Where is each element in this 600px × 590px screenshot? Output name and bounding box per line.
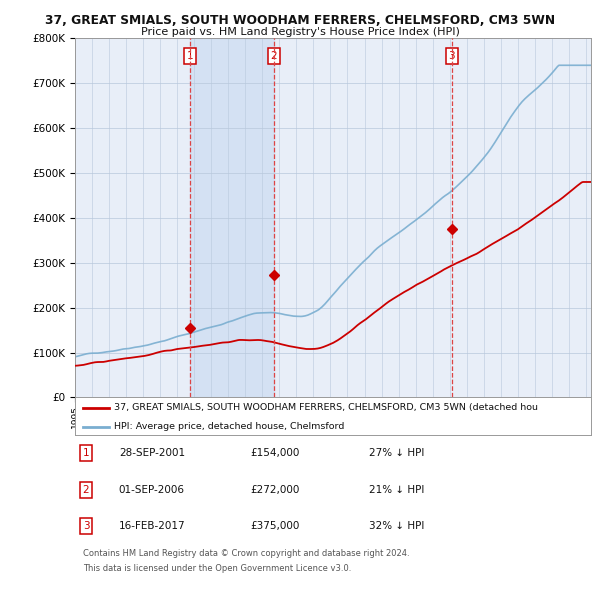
Text: Contains HM Land Registry data © Crown copyright and database right 2024.: Contains HM Land Registry data © Crown c…	[83, 549, 409, 558]
Text: 21% ↓ HPI: 21% ↓ HPI	[369, 485, 424, 495]
Text: £272,000: £272,000	[250, 485, 300, 495]
Text: This data is licensed under the Open Government Licence v3.0.: This data is licensed under the Open Gov…	[83, 565, 351, 573]
Text: 1: 1	[83, 448, 89, 458]
Text: 37, GREAT SMIALS, SOUTH WOODHAM FERRERS, CHELMSFORD, CM3 5WN (detached hou: 37, GREAT SMIALS, SOUTH WOODHAM FERRERS,…	[114, 404, 538, 412]
Text: 37, GREAT SMIALS, SOUTH WOODHAM FERRERS, CHELMSFORD, CM3 5WN: 37, GREAT SMIALS, SOUTH WOODHAM FERRERS,…	[45, 14, 555, 27]
Text: 2: 2	[271, 51, 277, 61]
Text: £375,000: £375,000	[250, 521, 300, 531]
Text: 27% ↓ HPI: 27% ↓ HPI	[369, 448, 424, 458]
Text: 28-SEP-2001: 28-SEP-2001	[119, 448, 185, 458]
Text: 01-SEP-2006: 01-SEP-2006	[119, 485, 185, 495]
Text: Price paid vs. HM Land Registry's House Price Index (HPI): Price paid vs. HM Land Registry's House …	[140, 27, 460, 37]
Text: 1: 1	[187, 51, 193, 61]
Text: HPI: Average price, detached house, Chelmsford: HPI: Average price, detached house, Chel…	[114, 422, 344, 431]
Bar	[190, 38, 274, 398]
Text: 3: 3	[83, 521, 89, 531]
Text: 2: 2	[83, 485, 89, 495]
Text: 16-FEB-2017: 16-FEB-2017	[119, 521, 185, 531]
Text: 32% ↓ HPI: 32% ↓ HPI	[369, 521, 424, 531]
Text: 3: 3	[448, 51, 455, 61]
Text: £154,000: £154,000	[250, 448, 300, 458]
